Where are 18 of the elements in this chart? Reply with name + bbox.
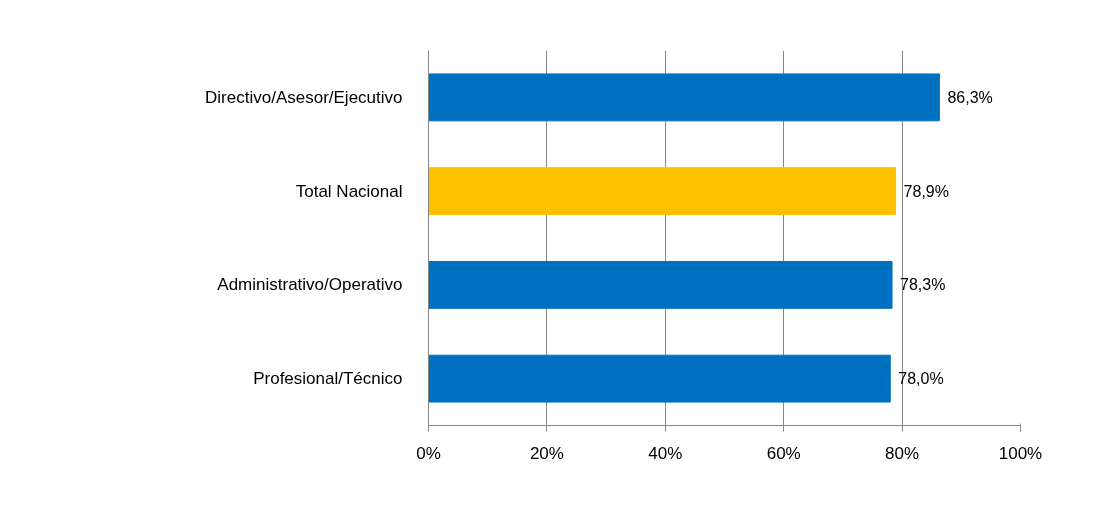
- bar: [428, 354, 891, 403]
- bar: [428, 167, 897, 216]
- bar: [428, 260, 893, 309]
- x-tick-label: 20%: [529, 443, 564, 463]
- x-tick-label: 0%: [416, 443, 441, 463]
- x-tick-label: 40%: [648, 443, 683, 463]
- bar: [428, 73, 940, 122]
- x-tick-label: 100%: [998, 443, 1043, 463]
- x-tick-label: 60%: [766, 443, 801, 463]
- x-tick-label: 80%: [885, 443, 920, 463]
- data-label: 78,3%: [900, 276, 946, 294]
- data-label: 86,3%: [947, 88, 993, 106]
- y-tick-label: Administrativo/Operativo: [217, 275, 403, 295]
- y-tick-label: Directivo/Asesor/Ejecutivo: [205, 87, 403, 107]
- y-tick-label: Profesional/Técnico: [253, 369, 403, 389]
- data-label: 78,9%: [903, 182, 949, 200]
- data-label: 78,0%: [898, 370, 944, 388]
- y-tick-label: Total Nacional: [295, 181, 403, 201]
